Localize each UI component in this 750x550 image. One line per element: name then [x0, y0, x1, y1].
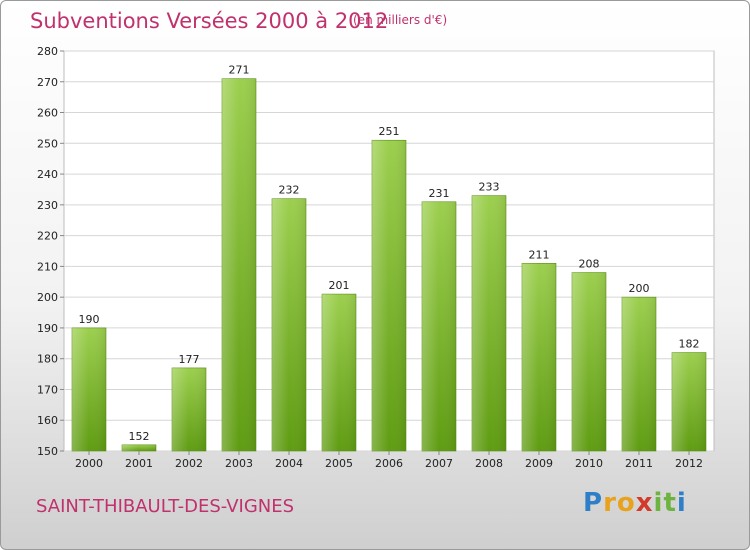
- y-tick-label: 220: [37, 230, 58, 243]
- bar-2002: 177: [171, 353, 207, 452]
- y-tick-label: 240: [37, 168, 58, 181]
- bar-highlight: [522, 263, 556, 451]
- x-tick-label: 2003: [225, 457, 253, 470]
- logo-letter: x: [635, 488, 654, 518]
- logo-letter: i: [676, 488, 687, 518]
- proxiti-logo[interactable]: Proxiti: [583, 488, 687, 518]
- x-tick-label: 2009: [525, 457, 553, 470]
- y-tick-label: 160: [37, 414, 58, 427]
- bar-highlight: [422, 201, 456, 451]
- bar-highlight: [572, 272, 606, 451]
- value-label: 152: [129, 430, 150, 443]
- x-tick-label: 2011: [625, 457, 653, 470]
- y-tick-label: 200: [37, 291, 58, 304]
- bar-highlight: [672, 352, 706, 451]
- y-tick-label: 280: [37, 45, 58, 58]
- x-tick-label: 2010: [575, 457, 603, 470]
- bar-2012: 182: [671, 338, 707, 452]
- x-tick-label: 2006: [375, 457, 403, 470]
- value-label: 201: [329, 279, 350, 292]
- x-tick-label: 2007: [425, 457, 453, 470]
- y-tick-label: 260: [37, 107, 58, 120]
- y-axis-ticks: 150 160 170 180 190 200 210 220 230 240 250 260 270 2…: [37, 45, 64, 458]
- bar-highlight: [222, 78, 256, 451]
- x-tick-label: 2001: [125, 457, 153, 470]
- chart-title: Subventions Versées 2000 à 2012: [30, 9, 389, 33]
- x-tick-label: 2012: [675, 457, 703, 470]
- y-tick-label: 210: [37, 260, 58, 273]
- value-label: 182: [679, 338, 700, 351]
- bar-2009: 211: [521, 248, 557, 452]
- y-tick-label: 150: [37, 445, 58, 458]
- value-label: 251: [379, 125, 400, 138]
- logo-letter: r: [603, 488, 617, 518]
- value-label: 233: [479, 181, 500, 194]
- y-tick-label: 170: [37, 383, 58, 396]
- logo-letter: o: [616, 488, 636, 518]
- value-label: 200: [629, 282, 650, 295]
- bar-2008: 233: [471, 181, 507, 452]
- bar-2004: 232: [271, 184, 307, 452]
- y-tick-label: 270: [37, 76, 58, 89]
- bar-highlight: [322, 294, 356, 451]
- x-axis-ticks: 2000 2001 2002 2003 2004 2005 2006 2007 2008 2009…: [75, 451, 703, 470]
- logo-letter: i: [653, 488, 664, 518]
- bar-2011: 200: [621, 282, 657, 452]
- bar-highlight: [122, 444, 156, 451]
- city-name: SAINT-THIBAULT-DES-VIGNES: [36, 496, 295, 517]
- y-tick-label: 230: [37, 199, 58, 212]
- x-tick-label: 2008: [475, 457, 503, 470]
- bar-highlight: [72, 327, 106, 451]
- value-label: 232: [279, 184, 300, 197]
- logo-letter: t: [663, 488, 677, 518]
- bar-2006: 251: [371, 125, 407, 452]
- bar-highlight: [372, 140, 406, 451]
- x-tick-label: 2004: [275, 457, 303, 470]
- bars: 190 152 177 271 232 201 251 231 233 211 208 200 182: [71, 64, 707, 452]
- bar-highlight: [622, 297, 656, 451]
- value-label: 231: [429, 187, 450, 200]
- y-tick-label: 180: [37, 353, 58, 366]
- bar-2010: 208: [571, 258, 607, 452]
- x-tick-label: 2005: [325, 457, 353, 470]
- value-label: 190: [79, 313, 100, 326]
- y-tick-label: 250: [37, 137, 58, 150]
- chart-subtitle: (en milliers d'€): [353, 13, 448, 27]
- value-label: 271: [229, 64, 250, 77]
- bar-2007: 231: [421, 187, 457, 452]
- y-tick-label: 190: [37, 322, 58, 335]
- bar-2005: 201: [321, 279, 357, 452]
- value-label: 177: [179, 353, 200, 366]
- bar-highlight: [472, 195, 506, 451]
- x-tick-label: 2000: [75, 457, 103, 470]
- bar-2000: 190: [71, 313, 107, 452]
- bar-highlight: [272, 198, 306, 451]
- logo-letter: P: [583, 488, 604, 518]
- bar-highlight: [172, 367, 206, 451]
- value-label: 211: [529, 248, 550, 261]
- bar-2003: 271: [221, 64, 257, 452]
- value-label: 208: [579, 258, 600, 271]
- x-tick-label: 2002: [175, 457, 203, 470]
